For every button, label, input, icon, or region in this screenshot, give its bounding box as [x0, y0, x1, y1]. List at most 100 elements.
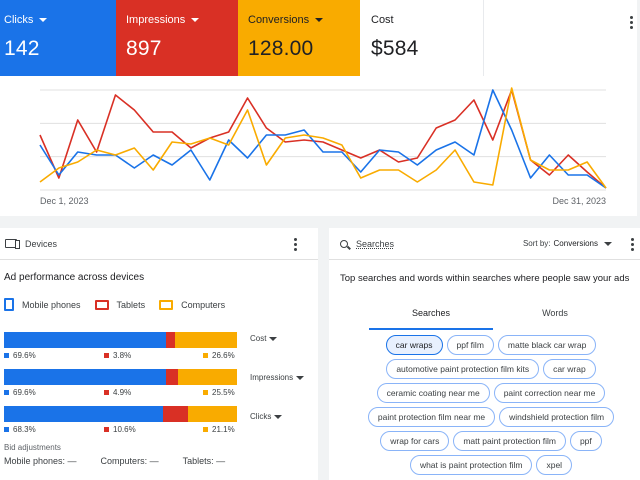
sort-by-label: Sort by: — [522, 239, 551, 248]
mobile-segment — [4, 332, 167, 348]
mobile-percentage: 68.3% — [13, 425, 36, 434]
chevron-down-icon — [604, 241, 612, 246]
legend-computers: Computers — [159, 299, 226, 310]
bid-mobile[interactable]: Mobile phones: — — [4, 456, 77, 466]
search-term-chip[interactable]: ppf film — [446, 335, 494, 355]
impressions-metric-dropdown[interactable]: Impressions — [250, 373, 305, 382]
clicks-device-bar — [4, 406, 237, 422]
chevron-down-icon — [269, 336, 278, 341]
more-options-icon[interactable] — [631, 238, 635, 251]
chart-grid — [40, 89, 606, 191]
tablet-segment — [166, 369, 178, 385]
performance-overview-card: Clicks 142 Impressions 897 Conversions 1… — [0, 0, 637, 216]
search-term-chip[interactable]: ceramic coating near me — [376, 383, 490, 403]
searches-tabs: Searches Words — [369, 306, 617, 330]
performance-line-chart: Dec 1, 2023 Dec 31, 2023 — [39, 87, 607, 206]
series-line-0 — [39, 89, 607, 189]
search-term-chip[interactable]: what is paint protection film — [409, 455, 533, 475]
mobile-percentage: 69.6% — [13, 388, 36, 397]
search-term-chip[interactable]: automotive paint protection film kits — [386, 359, 540, 379]
device-legend: Mobile phones Tablets Computers — [4, 298, 239, 311]
search-term-chip[interactable]: xpel — [536, 455, 573, 475]
mobile-segment — [4, 406, 164, 422]
chevron-down-icon — [274, 414, 283, 419]
sort-by-value: Conversions — [553, 239, 598, 248]
searches-card-title[interactable]: Searches — [356, 238, 395, 249]
search-term-chip[interactable]: ppf — [569, 431, 602, 451]
search-term-chip[interactable]: paint protection film near me — [367, 407, 496, 427]
tablet-icon — [94, 299, 109, 310]
tablet-percentage: 3.8% — [113, 351, 132, 360]
search-term-chip[interactable]: wrap for cars — [380, 431, 450, 451]
mobile-percentage: 69.6% — [13, 351, 36, 360]
tab-searches[interactable]: Searches — [369, 306, 493, 330]
metric-dropdown-label: Cost — [250, 334, 267, 343]
cost-label: Cost — [371, 14, 394, 26]
devices-card-title: Devices — [25, 238, 58, 249]
searches-card-header: Searches — [329, 228, 640, 260]
chevron-down-icon — [296, 375, 305, 380]
conversions-metric-tile[interactable]: Conversions 128.00 — [238, 0, 360, 76]
clicks-metric-tile[interactable]: Clicks 142 — [0, 0, 116, 76]
metric-dropdown-label: Clicks — [250, 412, 272, 421]
chevron-down-icon — [315, 18, 324, 22]
computer-segment — [177, 369, 237, 385]
more-options-icon[interactable] — [294, 238, 298, 251]
legend-tablets: Tablets — [94, 299, 145, 310]
bid-adjustments-row: Mobile phones: — Computers: — Tablets: — — [4, 456, 225, 466]
search-icon — [340, 239, 348, 248]
search-term-chips: car wraps ppf film matte black car wrap aut… — [351, 335, 631, 475]
devices-card: Devices Ad performance across devices Mo… — [0, 228, 318, 480]
clicks-metric-dropdown[interactable]: Clicks — [250, 412, 283, 421]
computer-percentage: 25.5% — [212, 388, 235, 397]
search-term-chip[interactable]: matt paint protection film — [453, 431, 566, 451]
cost-value: $584 — [371, 37, 419, 60]
bid-computers[interactable]: Computers: — — [100, 456, 159, 466]
mobile-phone-icon — [4, 298, 14, 311]
searches-card: Searches Sort by: Conversions Top search… — [329, 228, 640, 480]
cost-metric-dropdown[interactable]: Cost — [250, 334, 278, 343]
chevron-down-icon — [191, 18, 200, 22]
tablet-percentage: 4.9% — [113, 388, 132, 397]
series-line-2 — [39, 87, 607, 189]
impressions-metric-tile[interactable]: Impressions 897 — [116, 0, 238, 76]
devices-icon — [5, 239, 20, 249]
search-term-chip[interactable]: paint correction near me — [493, 383, 606, 403]
impressions-device-bar — [4, 369, 237, 385]
search-term-chip[interactable]: matte black car wrap — [497, 335, 597, 355]
bid-adjustments-title: Bid adjustments — [4, 443, 61, 452]
chart-series — [39, 87, 607, 189]
chevron-down-icon — [39, 18, 48, 22]
clicks-label: Clicks — [4, 14, 34, 26]
legend-computers-label: Computers — [181, 299, 226, 310]
search-term-chip[interactable]: car wrap — [543, 359, 596, 379]
x-axis-end-label: Dec 31, 2023 — [552, 196, 606, 206]
device-performance-title: Ad performance across devices — [4, 272, 145, 283]
computer-icon — [159, 299, 174, 310]
tablet-segment — [166, 332, 175, 348]
bid-tablets[interactable]: Tablets: — — [182, 456, 226, 466]
metric-dropdown-label: Impressions — [250, 373, 294, 382]
legend-mobile-label: Mobile phones — [22, 299, 81, 310]
sort-by-dropdown[interactable]: Sort by: Conversions — [523, 239, 612, 248]
devices-card-header: Devices — [0, 228, 318, 260]
legend-mobile: Mobile phones — [4, 298, 81, 311]
cost-device-bar — [4, 332, 237, 348]
impressions-label: Impressions — [126, 14, 186, 26]
computer-segment — [175, 332, 237, 348]
more-options-icon[interactable] — [630, 16, 634, 29]
tablet-segment — [163, 406, 188, 422]
computer-segment — [187, 406, 237, 422]
tab-words[interactable]: Words — [542, 308, 568, 318]
series-line-1 — [39, 89, 607, 189]
search-term-chip[interactable]: car wraps — [385, 335, 443, 355]
computer-percentage: 26.6% — [212, 351, 235, 360]
tablet-percentage: 10.6% — [113, 425, 136, 434]
impressions-value: 897 — [126, 37, 162, 60]
conversions-label: Conversions — [248, 14, 310, 26]
mobile-segment — [4, 369, 167, 385]
cost-metric-tile[interactable]: Cost $584 — [360, 0, 484, 76]
clicks-value: 142 — [4, 37, 40, 60]
conversions-value: 128.00 — [248, 37, 314, 60]
search-term-chip[interactable]: windshield protection film — [499, 407, 615, 427]
